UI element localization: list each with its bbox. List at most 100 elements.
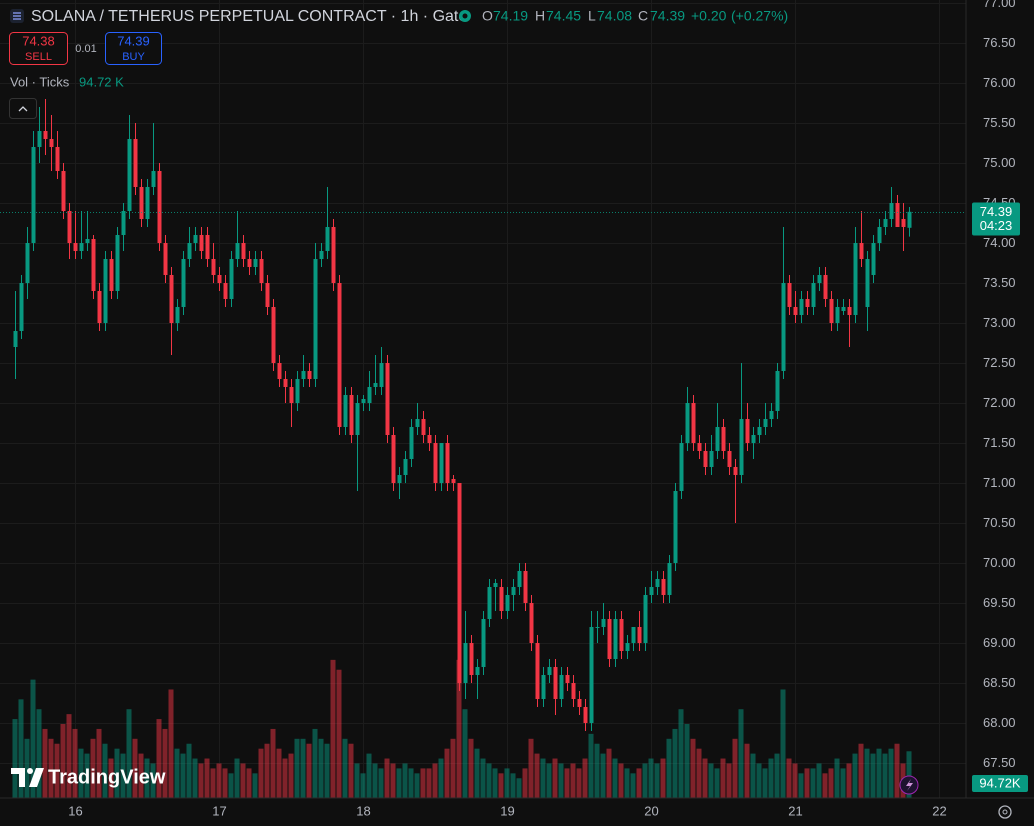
candle-body bbox=[145, 187, 150, 219]
volume-bar bbox=[894, 743, 900, 798]
volume-bar bbox=[372, 763, 378, 798]
candle-body bbox=[103, 259, 108, 323]
sell-button[interactable]: 74.38 SELL bbox=[9, 32, 68, 65]
volume-bar bbox=[246, 768, 252, 798]
lightning-button[interactable] bbox=[899, 775, 919, 795]
volume-bar bbox=[486, 763, 492, 798]
candle-body bbox=[649, 587, 654, 595]
candle-body bbox=[49, 139, 54, 147]
volume-bar bbox=[144, 758, 150, 798]
candle-body bbox=[643, 595, 648, 643]
candle-body bbox=[721, 427, 726, 451]
watermark-text: TradingView bbox=[48, 766, 166, 788]
candle-body bbox=[769, 411, 774, 419]
volume-bar bbox=[654, 763, 660, 798]
volume-bar bbox=[840, 768, 846, 798]
volume-bar bbox=[552, 758, 558, 798]
candle-body bbox=[541, 675, 546, 699]
candle-body bbox=[13, 331, 18, 347]
volume-bar bbox=[78, 748, 84, 798]
candle-body bbox=[295, 379, 300, 403]
candle-body bbox=[667, 563, 672, 595]
candle-body bbox=[337, 283, 342, 427]
candle-body bbox=[31, 147, 36, 243]
candle-body bbox=[331, 227, 336, 283]
y-tick-label: 71.00 bbox=[983, 475, 1016, 490]
volume-bar bbox=[672, 728, 678, 798]
sell-label[interactable]: SELL bbox=[25, 51, 52, 63]
candle-body bbox=[175, 307, 180, 323]
settings-button[interactable] bbox=[998, 805, 1012, 819]
change: +0.20 bbox=[691, 8, 727, 24]
candle-body bbox=[73, 243, 78, 251]
candle-body bbox=[421, 419, 426, 435]
volume-bar bbox=[858, 743, 864, 798]
volume-bar bbox=[564, 768, 570, 798]
x-tick-label: 19 bbox=[500, 803, 514, 818]
lightning-icon[interactable] bbox=[906, 779, 913, 791]
candle-body bbox=[511, 587, 516, 595]
collapse-button[interactable] bbox=[9, 98, 37, 119]
volume-bar bbox=[420, 768, 426, 798]
volume-bar bbox=[444, 748, 450, 798]
volume-bar bbox=[396, 768, 402, 798]
volume-bar bbox=[648, 758, 654, 798]
candle-body bbox=[61, 171, 66, 211]
collapse-box[interactable] bbox=[9, 98, 37, 119]
collapse-chevron[interactable] bbox=[18, 106, 28, 112]
settings-icon[interactable] bbox=[998, 805, 1012, 819]
buy-box[interactable] bbox=[105, 32, 162, 65]
volume-bar bbox=[744, 743, 750, 798]
volume-bar bbox=[54, 743, 60, 798]
buy-label[interactable]: BUY bbox=[122, 51, 145, 63]
volume-bar bbox=[666, 738, 672, 798]
y-tick-label: 70.50 bbox=[983, 515, 1016, 530]
volume-bar bbox=[258, 748, 264, 798]
candle-body bbox=[283, 379, 288, 387]
settings-icon-center[interactable] bbox=[1002, 809, 1008, 815]
candle-body bbox=[817, 275, 822, 283]
volume-bar bbox=[276, 748, 282, 798]
volume-bar bbox=[870, 753, 876, 798]
volume-bar bbox=[156, 719, 162, 798]
volume-bar bbox=[168, 689, 174, 798]
volume-bar bbox=[582, 758, 588, 798]
volume-bar bbox=[594, 743, 600, 798]
candle-body bbox=[97, 291, 102, 323]
candle-body bbox=[601, 619, 606, 627]
ohlc-key: O bbox=[482, 8, 493, 24]
candle-body bbox=[841, 307, 846, 311]
candle-body bbox=[151, 171, 156, 187]
candle-body bbox=[109, 259, 114, 291]
candle-body bbox=[757, 427, 762, 435]
buy-button[interactable]: 74.39 BUY bbox=[105, 32, 162, 65]
sell-price[interactable]: 74.38 bbox=[22, 33, 55, 48]
candle-body bbox=[187, 243, 192, 259]
candle-body bbox=[139, 187, 144, 219]
volume-bar bbox=[252, 773, 258, 798]
candle-body bbox=[847, 307, 852, 315]
volume-bar bbox=[750, 753, 756, 798]
candle-body bbox=[655, 579, 660, 587]
change-percent: (+0.27%) bbox=[731, 8, 788, 24]
candle-body bbox=[259, 259, 264, 283]
candle-body bbox=[433, 443, 438, 483]
candle-body bbox=[703, 451, 708, 467]
grid bbox=[0, 0, 966, 798]
candle-body bbox=[625, 643, 630, 651]
volume-bar bbox=[720, 758, 726, 798]
candle-body bbox=[211, 259, 216, 275]
candle-body bbox=[751, 435, 756, 443]
candle-body bbox=[25, 243, 30, 283]
y-tick-label: 70.00 bbox=[983, 555, 1016, 570]
volume-bar bbox=[408, 768, 414, 798]
candle-body bbox=[217, 275, 222, 283]
candle-body bbox=[829, 299, 834, 323]
buy-price[interactable]: 74.39 bbox=[117, 33, 150, 48]
candle-body bbox=[127, 139, 132, 211]
volume-bar bbox=[42, 728, 48, 798]
candle-body bbox=[745, 419, 750, 443]
sell-box[interactable] bbox=[9, 32, 68, 65]
candle-body bbox=[883, 219, 888, 227]
